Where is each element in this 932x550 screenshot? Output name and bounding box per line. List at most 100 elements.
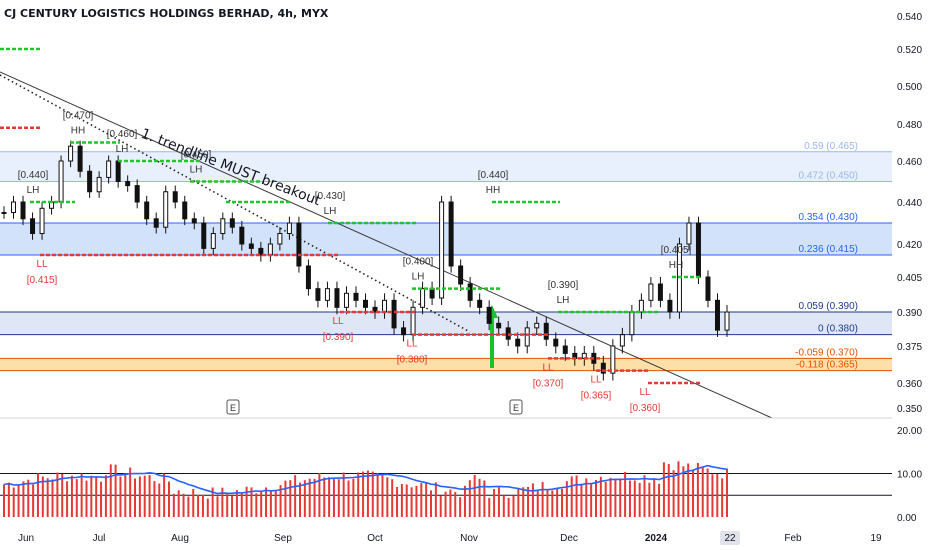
swing-price-7: [0.390] bbox=[548, 280, 579, 291]
candle-body-34 bbox=[324, 288, 330, 301]
candle-body-38 bbox=[363, 299, 368, 308]
candle-body-55 bbox=[524, 327, 530, 347]
price-tick-9: 0.375 bbox=[897, 342, 922, 353]
candle-body-63 bbox=[600, 362, 606, 374]
swing-label-1: HH bbox=[71, 126, 85, 137]
time-tick-9: 19 bbox=[870, 533, 882, 544]
price-tick-7: 0.405 bbox=[897, 273, 922, 284]
chart-title: CJ CENTURY LOGISTICS HOLDINGS BERHAD, 4h… bbox=[4, 7, 329, 20]
candle-body-29 bbox=[277, 233, 283, 245]
candle-body-10 bbox=[96, 176, 102, 193]
candle-body-68 bbox=[648, 283, 654, 301]
swing-label-14: LL bbox=[639, 387, 651, 398]
candle-body-0 bbox=[1, 212, 7, 214]
candle-body-17 bbox=[163, 191, 169, 228]
candle-body-48 bbox=[458, 265, 464, 285]
time-tick-2: Aug bbox=[171, 533, 189, 544]
candle-body-24 bbox=[229, 218, 235, 228]
swing-price-9: [0.415] bbox=[27, 275, 58, 286]
candle-body-16 bbox=[153, 218, 159, 228]
fib-label-1: 0.472 (0.450) bbox=[799, 171, 859, 182]
price-tick-0: 0.540 bbox=[897, 12, 922, 23]
candle-body-44 bbox=[420, 288, 426, 308]
fib-zone-0 bbox=[0, 151, 892, 182]
candle-body-67 bbox=[638, 299, 644, 313]
trendline-solid bbox=[0, 71, 773, 419]
swing-label-0: LH bbox=[27, 185, 40, 196]
candle-body-56 bbox=[534, 322, 540, 329]
candle-body-49 bbox=[467, 283, 473, 301]
swing-label-9: LL bbox=[36, 259, 48, 270]
candle-body-45 bbox=[429, 288, 435, 299]
time-tick-0: Jun bbox=[18, 533, 34, 544]
candle-body-37 bbox=[353, 292, 359, 301]
candle-body-11 bbox=[106, 160, 112, 178]
fib-zone-1 bbox=[0, 223, 892, 255]
time-tick-3: Sep bbox=[274, 533, 292, 544]
candle-body-33 bbox=[315, 288, 321, 301]
candle-body-73 bbox=[695, 222, 701, 278]
candle-body-23 bbox=[220, 218, 226, 235]
time-tick-1: Jul bbox=[93, 533, 106, 544]
price-tick-6: 0.420 bbox=[897, 240, 922, 251]
swing-label-5: LH bbox=[412, 272, 425, 283]
candle-body-74 bbox=[705, 276, 711, 301]
candle-body-14 bbox=[134, 185, 140, 203]
swing-price-8: [0.405] bbox=[661, 245, 692, 256]
candle-body-46 bbox=[439, 201, 445, 299]
time-tick-8: Feb bbox=[784, 533, 802, 544]
swing-price-1: [0.470] bbox=[63, 111, 94, 122]
fib-label-2: 0.354 (0.430) bbox=[799, 212, 859, 223]
fib-label-5: 0 (0.380) bbox=[818, 324, 858, 335]
swing-label-6: HH bbox=[486, 185, 500, 196]
candle-body-32 bbox=[305, 265, 311, 290]
candle-body-42 bbox=[401, 327, 407, 336]
candle-body-58 bbox=[553, 338, 559, 347]
candle-body-40 bbox=[382, 299, 388, 313]
candle-body-76 bbox=[724, 311, 730, 331]
candle-body-57 bbox=[543, 322, 549, 340]
candle-body-8 bbox=[77, 145, 83, 172]
price-tick-1: 0.520 bbox=[897, 45, 922, 56]
price-tick-4: 0.460 bbox=[897, 157, 922, 168]
swing-label-4: LH bbox=[324, 206, 337, 217]
swing-label-10: LL bbox=[332, 316, 344, 327]
fib-label-7: -0.118 (0.365) bbox=[796, 360, 858, 371]
swing-label-2: LH bbox=[116, 144, 129, 155]
candle-body-70 bbox=[667, 299, 673, 313]
swing-price-4: [0.430] bbox=[315, 191, 346, 202]
candle-body-3 bbox=[30, 218, 36, 235]
candle-body-31 bbox=[296, 222, 302, 267]
candle-body-64 bbox=[610, 345, 616, 374]
candle-body-20 bbox=[191, 218, 197, 224]
candle-body-30 bbox=[286, 222, 292, 234]
candle-body-41 bbox=[391, 299, 397, 329]
candle-body-27 bbox=[258, 247, 264, 256]
swing-label-13: LL bbox=[590, 375, 602, 386]
swing-label-8: HH bbox=[669, 260, 683, 271]
candle-body-2 bbox=[20, 201, 26, 220]
time-tick-7: 2024 bbox=[645, 533, 668, 544]
swing-price-6: [0.440] bbox=[478, 170, 509, 181]
candle-body-72 bbox=[686, 222, 692, 245]
earnings-marker-0 bbox=[226, 399, 240, 415]
candle-body-1 bbox=[11, 201, 17, 213]
candle-body-66 bbox=[629, 311, 635, 336]
swing-label-7: LH bbox=[557, 295, 570, 306]
candle-body-28 bbox=[267, 243, 273, 256]
candle-body-65 bbox=[619, 334, 625, 347]
candle-body-25 bbox=[239, 226, 245, 245]
price-tick-2: 0.500 bbox=[897, 82, 922, 93]
volume-ma-line bbox=[3, 464, 728, 495]
price-tick-8: 0.390 bbox=[897, 308, 922, 319]
candle-body-12 bbox=[115, 160, 121, 182]
swing-price-5: [0.400] bbox=[403, 257, 434, 268]
fib-label-3: 0.236 (0.415) bbox=[799, 244, 859, 255]
earnings-label-1: E bbox=[513, 403, 519, 413]
candle-body-47 bbox=[448, 201, 454, 267]
candle-body-9 bbox=[87, 170, 93, 193]
time-tick-4: Oct bbox=[367, 533, 383, 544]
candle-body-7 bbox=[68, 145, 74, 162]
volume-tick-0: 20.00 bbox=[897, 426, 922, 437]
